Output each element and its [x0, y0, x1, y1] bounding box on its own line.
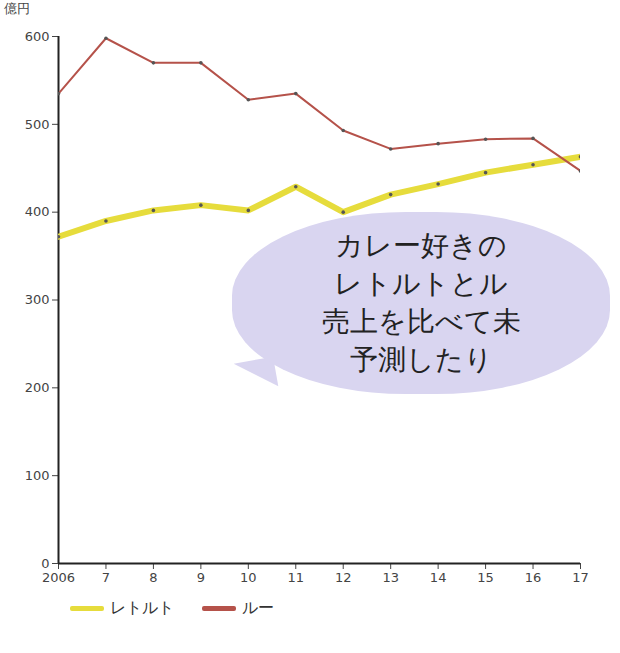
- svg-text:500: 500: [25, 116, 50, 131]
- svg-text:300: 300: [25, 292, 50, 307]
- svg-text:9: 9: [197, 570, 205, 585]
- svg-text:0: 0: [41, 556, 49, 571]
- html-text:予測したり: 予測したり: [349, 343, 493, 376]
- svg-text:17: 17: [572, 570, 589, 585]
- html-text:レトルトとル: レトルトとル: [334, 267, 508, 300]
- svg-text:12: 12: [335, 570, 352, 585]
- svg-text:2006: 2006: [42, 570, 75, 585]
- svg-text:13: 13: [382, 570, 399, 585]
- html-text:レトルト: レトルト: [110, 598, 174, 617]
- svg-text:11: 11: [287, 570, 304, 585]
- svg-text:億円: 億円: [4, 1, 30, 16]
- svg-text:7: 7: [102, 570, 110, 585]
- html-text:カレー好きの: カレー好きの: [335, 229, 507, 262]
- svg-text:15: 15: [477, 570, 494, 585]
- svg-text:600: 600: [25, 29, 50, 44]
- svg-text:14: 14: [430, 570, 447, 585]
- svg-text:100: 100: [25, 468, 50, 483]
- svg-text:16: 16: [525, 570, 542, 585]
- svg-text:200: 200: [25, 380, 50, 395]
- svg-text:400: 400: [25, 204, 50, 219]
- html-text:売上を比べて未: 売上を比べて未: [321, 305, 521, 338]
- svg-text:10: 10: [240, 570, 257, 585]
- svg-text:8: 8: [149, 570, 157, 585]
- html-text:ルー: ルー: [242, 598, 274, 617]
